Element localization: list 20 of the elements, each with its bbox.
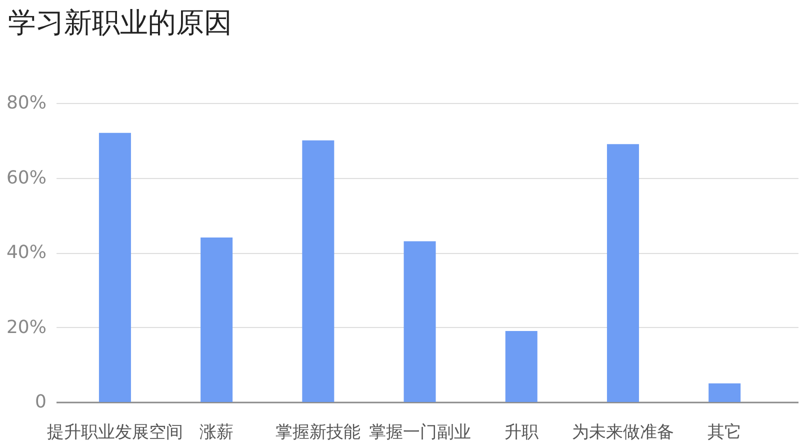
chart-title: 学习新职业的原因 <box>8 6 232 39</box>
y-tick-label: 0 <box>35 392 46 412</box>
y-tick-label: 60% <box>6 167 46 188</box>
bar <box>200 238 233 402</box>
y-tick-label: 20% <box>6 316 46 338</box>
x-tick-label: 为未来做准备 <box>572 422 674 442</box>
x-tick-label: 其它 <box>708 422 742 442</box>
y-tick-label: 40% <box>6 242 46 263</box>
x-tick-label: 涨薪 <box>200 422 234 442</box>
bar <box>302 140 334 402</box>
x-tick-label: 掌握新技能 <box>276 422 361 442</box>
x-tick-label: 提升职业发展空间 <box>46 422 183 442</box>
bar <box>606 144 639 402</box>
y-tick-label: 80% <box>6 92 46 114</box>
bar <box>98 132 131 402</box>
bar <box>708 383 741 402</box>
x-tick-label: 升职 <box>504 422 538 442</box>
bar <box>505 330 538 402</box>
bar <box>404 241 436 402</box>
x-tick-label: 掌握一门副业 <box>368 422 471 442</box>
